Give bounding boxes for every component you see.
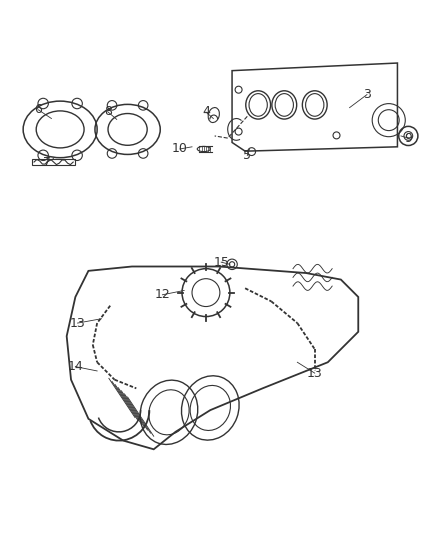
Text: 10: 10 [172,142,188,156]
Text: 12: 12 [155,288,170,301]
Text: 13: 13 [70,317,85,329]
Text: 13: 13 [307,367,323,379]
Text: 5: 5 [243,149,251,162]
Text: 6: 6 [35,103,42,116]
Text: 7: 7 [43,156,51,168]
Text: 4: 4 [202,106,210,118]
Text: 8: 8 [104,106,112,118]
Text: C: C [406,133,411,139]
Bar [32,159,75,165]
Text: 3: 3 [363,88,371,101]
Text: 14: 14 [67,360,83,373]
Text: 9: 9 [404,132,412,144]
Polygon shape [67,266,358,449]
Polygon shape [232,63,397,151]
Text: 15: 15 [213,256,229,269]
